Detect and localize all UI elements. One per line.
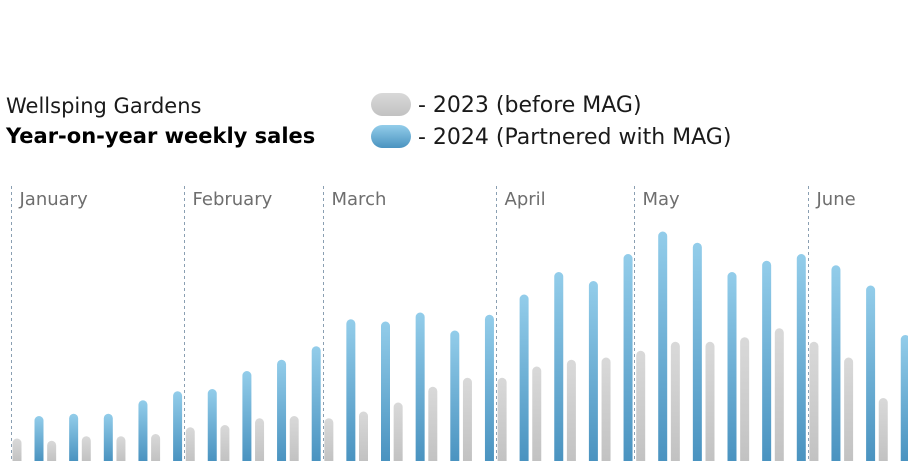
bar-2024 bbox=[103, 413, 113, 461]
month-label: April bbox=[505, 189, 546, 210]
bar-2024 bbox=[900, 335, 908, 461]
bar-2023 bbox=[12, 438, 22, 461]
bar-2024 bbox=[519, 294, 529, 461]
bar-2023 bbox=[532, 366, 542, 461]
legend: - 2023 (before MAG) - 2024 (Partnered wi… bbox=[371, 93, 731, 150]
bar-2024 bbox=[623, 254, 633, 461]
bar-2023 bbox=[809, 341, 819, 461]
month-label: May bbox=[643, 189, 681, 210]
bar-2023 bbox=[844, 357, 854, 461]
legend-swatch-2024 bbox=[371, 125, 411, 148]
bar-2023 bbox=[462, 377, 472, 461]
bar-2024 bbox=[173, 391, 183, 461]
bar-2023 bbox=[497, 377, 507, 461]
chart-subtitle: Wellsping Gardens bbox=[6, 94, 201, 118]
month-layer: January February March April May June bbox=[11, 186, 856, 461]
bar-2023 bbox=[255, 418, 265, 461]
bar-2023 bbox=[670, 341, 680, 461]
bar-2024 bbox=[831, 265, 841, 461]
month-label: March bbox=[332, 189, 387, 210]
bar-2023 bbox=[81, 436, 91, 461]
bar-2024 bbox=[692, 242, 702, 461]
bar-2024 bbox=[207, 389, 217, 461]
bar-2024 bbox=[588, 281, 598, 461]
bar-2024 bbox=[484, 314, 494, 461]
bar-2023 bbox=[705, 341, 715, 461]
legend-swatch-2023 bbox=[371, 93, 411, 116]
bar-2024 bbox=[554, 272, 564, 461]
legend-label-2024: - 2024 (Partnered with MAG) bbox=[418, 125, 731, 150]
bar-2023 bbox=[428, 386, 438, 461]
month-label: June bbox=[816, 189, 856, 210]
bar-2024 bbox=[381, 321, 390, 461]
bar-2023 bbox=[151, 434, 161, 461]
bar-2024 bbox=[727, 272, 737, 461]
bar-layer bbox=[12, 231, 908, 461]
bar-2024 bbox=[866, 285, 876, 461]
bar-2023 bbox=[636, 350, 646, 461]
bar-2023 bbox=[289, 416, 299, 461]
bar-2023 bbox=[740, 337, 750, 461]
bar-2023 bbox=[185, 427, 195, 461]
bar-2023 bbox=[601, 357, 611, 461]
bar-2024 bbox=[34, 416, 44, 461]
bar-2024 bbox=[138, 400, 148, 461]
bar-2024 bbox=[346, 319, 356, 461]
month-label: February bbox=[193, 189, 273, 210]
bar-2024 bbox=[277, 359, 287, 461]
legend-label-2023: - 2023 (before MAG) bbox=[418, 93, 642, 118]
month-label: January bbox=[19, 189, 89, 210]
bar-2023 bbox=[393, 402, 403, 461]
bar-2023 bbox=[324, 418, 334, 461]
bar-2024 bbox=[415, 312, 425, 461]
bar-2023 bbox=[220, 425, 230, 461]
bar-2024 bbox=[311, 346, 321, 461]
bar-2024 bbox=[762, 260, 772, 461]
chart-title: Year-on-year weekly sales bbox=[5, 124, 315, 148]
bar-2024 bbox=[69, 413, 79, 461]
bar-2023 bbox=[47, 440, 57, 461]
bar-2024 bbox=[450, 330, 460, 461]
bar-2024 bbox=[796, 254, 806, 461]
bar-2023 bbox=[878, 398, 888, 461]
bar-2023 bbox=[359, 411, 368, 461]
bar-2023 bbox=[774, 328, 784, 461]
bar-2024 bbox=[242, 371, 252, 461]
bar-2023 bbox=[116, 436, 126, 461]
bar-2023 bbox=[566, 359, 576, 461]
bar-2024 bbox=[658, 231, 668, 461]
